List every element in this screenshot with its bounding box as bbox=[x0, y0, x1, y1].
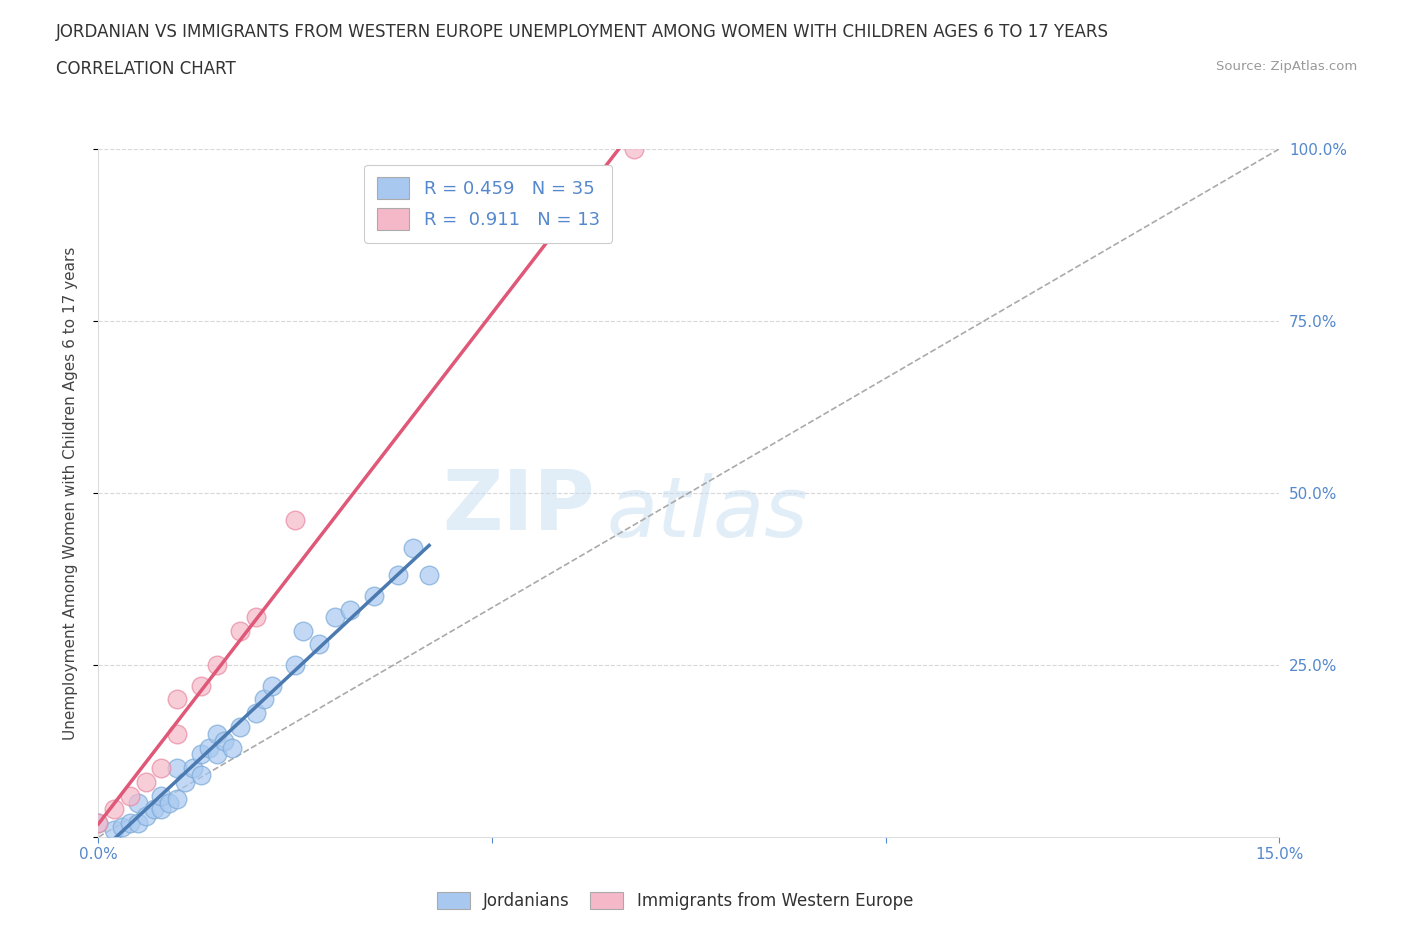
Point bbox=[142, 802, 165, 817]
Text: CORRELATION CHART: CORRELATION CHART bbox=[56, 60, 236, 78]
Point bbox=[197, 740, 219, 755]
Point bbox=[118, 789, 141, 804]
Point bbox=[103, 802, 125, 817]
Point bbox=[402, 540, 425, 555]
Point bbox=[127, 816, 149, 830]
Point bbox=[284, 658, 307, 672]
Point bbox=[150, 761, 173, 776]
Point bbox=[245, 609, 267, 624]
Point bbox=[339, 603, 361, 618]
Point bbox=[205, 726, 228, 741]
Point bbox=[111, 819, 134, 834]
Point bbox=[166, 791, 188, 806]
Point bbox=[292, 623, 315, 638]
Point bbox=[87, 816, 110, 830]
Point bbox=[418, 568, 440, 583]
Point bbox=[135, 809, 157, 824]
Point bbox=[118, 816, 141, 830]
Point bbox=[150, 802, 173, 817]
Point bbox=[363, 589, 385, 604]
Point bbox=[166, 726, 188, 741]
Point bbox=[284, 513, 307, 528]
Point bbox=[214, 733, 236, 748]
Point bbox=[150, 789, 173, 804]
Y-axis label: Unemployment Among Women with Children Ages 6 to 17 years: Unemployment Among Women with Children A… bbox=[63, 246, 77, 739]
Text: Source: ZipAtlas.com: Source: ZipAtlas.com bbox=[1216, 60, 1357, 73]
Point bbox=[623, 141, 645, 156]
Point bbox=[387, 568, 409, 583]
Point bbox=[229, 720, 252, 735]
Legend: R = 0.459   N = 35, R =  0.911   N = 13: R = 0.459 N = 35, R = 0.911 N = 13 bbox=[364, 165, 613, 243]
Point bbox=[190, 767, 212, 782]
Point bbox=[229, 623, 252, 638]
Point bbox=[103, 823, 125, 838]
Point bbox=[127, 795, 149, 810]
Legend: Jordanians, Immigrants from Western Europe: Jordanians, Immigrants from Western Euro… bbox=[430, 885, 920, 917]
Point bbox=[308, 637, 330, 652]
Point bbox=[135, 775, 157, 790]
Point bbox=[205, 658, 228, 672]
Point bbox=[253, 692, 276, 707]
Point bbox=[190, 747, 212, 762]
Point bbox=[157, 795, 180, 810]
Point bbox=[245, 706, 267, 721]
Point bbox=[190, 678, 212, 693]
Point bbox=[166, 692, 188, 707]
Point bbox=[166, 761, 188, 776]
Point bbox=[323, 609, 346, 624]
Point bbox=[205, 747, 228, 762]
Point bbox=[181, 761, 204, 776]
Point bbox=[174, 775, 197, 790]
Text: atlas: atlas bbox=[606, 473, 808, 554]
Text: JORDANIAN VS IMMIGRANTS FROM WESTERN EUROPE UNEMPLOYMENT AMONG WOMEN WITH CHILDR: JORDANIAN VS IMMIGRANTS FROM WESTERN EUR… bbox=[56, 23, 1109, 41]
Point bbox=[221, 740, 243, 755]
Text: ZIP: ZIP bbox=[441, 466, 595, 547]
Point bbox=[87, 816, 110, 830]
Point bbox=[260, 678, 283, 693]
